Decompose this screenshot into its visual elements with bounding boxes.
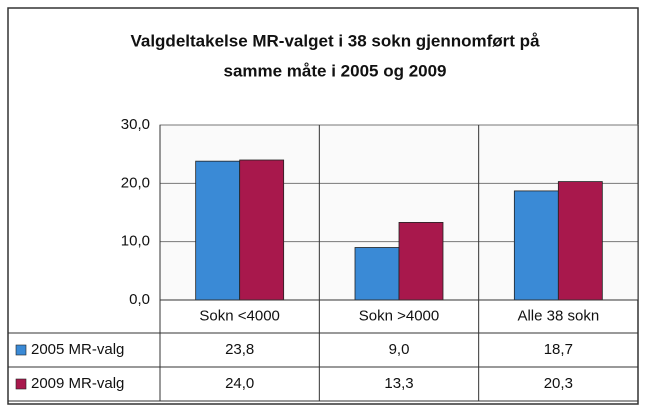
data-label: 9,0 [389,341,410,358]
bar [239,159,285,301]
chart-title: Valgdeltakelse MR-valget i 38 sokn gjenn… [130,31,540,50]
data-label: 18,7 [544,341,573,358]
bar [195,160,241,301]
x-tick-label: Alle 38 sokn [517,307,599,324]
legend-swatch [15,344,27,356]
legend-label: 2009 MR-valg [31,375,124,392]
x-tick-label: Sokn >4000 [359,307,440,324]
bar [354,247,400,301]
y-tick-label: 20,0 [121,174,150,191]
x-tick-label: Sokn <4000 [199,307,280,324]
data-label: 20,3 [544,375,573,392]
y-tick-label: 30,0 [121,116,150,133]
chart-title: samme måte i 2005 og 2009 [223,61,446,80]
bar [513,190,559,301]
data-label: 23,8 [225,341,254,358]
y-tick-label: 10,0 [121,233,150,250]
y-tick-label: 0,0 [129,291,150,308]
data-label: 24,0 [225,375,254,392]
bar [398,222,444,301]
legend-label: 2005 MR-valg [31,341,124,358]
bar [557,181,603,301]
data-label: 13,3 [384,375,413,392]
legend-swatch [15,378,27,390]
